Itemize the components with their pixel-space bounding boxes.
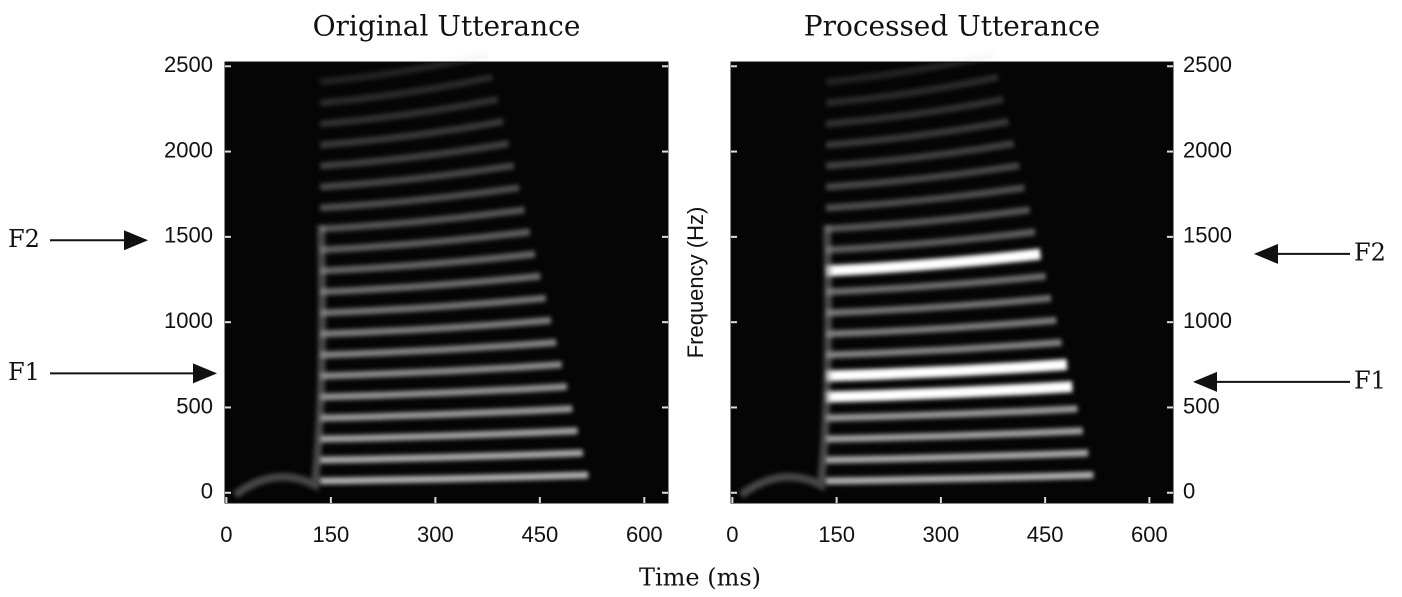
harmonic-band [319, 73, 494, 107]
annotation-label: F1 [8, 358, 40, 386]
harmonic-band [825, 140, 1015, 170]
annotation-label: F2 [1354, 238, 1386, 266]
x-tick-label: 600 [626, 522, 663, 547]
harmonic-band [320, 361, 562, 380]
harmonic-band [825, 162, 1020, 191]
y-tick-label: 1000 [1183, 308, 1232, 333]
harmonic-band [320, 449, 584, 464]
harmonic-band [320, 338, 557, 359]
harmonic-band [320, 250, 536, 275]
panel-title: Processed Utterance [804, 10, 1101, 43]
harmonic-band [825, 316, 1057, 338]
harmonic-band [825, 427, 1083, 443]
harmonic-band [320, 427, 578, 443]
harmonic-band [825, 359, 1068, 382]
harmonic-band [320, 162, 515, 191]
y-tick-label: 2000 [164, 137, 213, 162]
harmonic-band [825, 117, 1010, 149]
y-axis-label: Frequency (Hz) [683, 207, 708, 359]
y-tick-label: 2000 [1183, 137, 1232, 162]
x-tick-label: 150 [818, 522, 855, 547]
harmonic-band [825, 206, 1031, 233]
y-tick-label: 0 [1183, 479, 1195, 504]
harmonic-band [320, 383, 568, 401]
harmonic-band [319, 51, 489, 86]
y-tick-label: 500 [176, 393, 213, 418]
harmonic-band [825, 405, 1078, 422]
harmonic-band [320, 206, 525, 233]
y-tick-label: 500 [1183, 393, 1220, 418]
harmonic-band [825, 272, 1047, 296]
harmonic-band [319, 140, 510, 170]
harmonic-band [320, 294, 547, 317]
harmonic-band [319, 95, 499, 128]
noise-burst [232, 224, 327, 499]
panel-title: Original Utterance [313, 10, 581, 43]
harmonic-band [825, 381, 1073, 403]
harmonic-band [320, 471, 589, 485]
harmonic-band [825, 95, 1004, 128]
plot-frame [224, 61, 669, 504]
y-tick-label: 2500 [164, 52, 213, 77]
harmonic-band [825, 338, 1062, 359]
harmonic-band [825, 294, 1052, 317]
harmonic-band [320, 184, 520, 212]
noise-burst [738, 224, 833, 499]
x-tick-label: 600 [1131, 522, 1168, 547]
x-tick-label: 0 [220, 522, 232, 547]
harmonic-band [825, 228, 1036, 254]
harmonic-band [320, 228, 531, 254]
x-tick-label: 300 [923, 522, 960, 547]
harmonic-band [825, 184, 1025, 212]
y-tick-label: 2500 [1183, 52, 1232, 77]
y-tick-label: 1500 [164, 223, 213, 248]
harmonic-band [825, 73, 999, 107]
harmonic-band [320, 316, 552, 338]
annotation-label: F2 [8, 225, 40, 253]
harmonic-band [319, 117, 504, 149]
y-tick-label: 1000 [164, 308, 213, 333]
spectrogram-texture [232, 51, 589, 499]
x-axis-label: Time (ms) [639, 564, 761, 592]
harmonic-band [825, 471, 1094, 485]
harmonic-band [320, 405, 573, 422]
y-tick-label: 1500 [1183, 223, 1232, 248]
harmonic-band [320, 272, 541, 296]
x-tick-label: 450 [1027, 522, 1064, 547]
y-tick-label: 0 [201, 479, 213, 504]
annotation-label: F1 [1354, 366, 1386, 394]
harmonic-band [825, 51, 994, 86]
plot-frame [730, 61, 1174, 504]
x-tick-label: 450 [521, 522, 558, 547]
harmonic-band [825, 449, 1089, 464]
x-tick-label: 0 [726, 522, 738, 547]
x-tick-label: 150 [313, 522, 350, 547]
x-tick-label: 300 [417, 522, 454, 547]
spectrogram-texture [738, 51, 1094, 499]
harmonic-band [825, 248, 1042, 277]
